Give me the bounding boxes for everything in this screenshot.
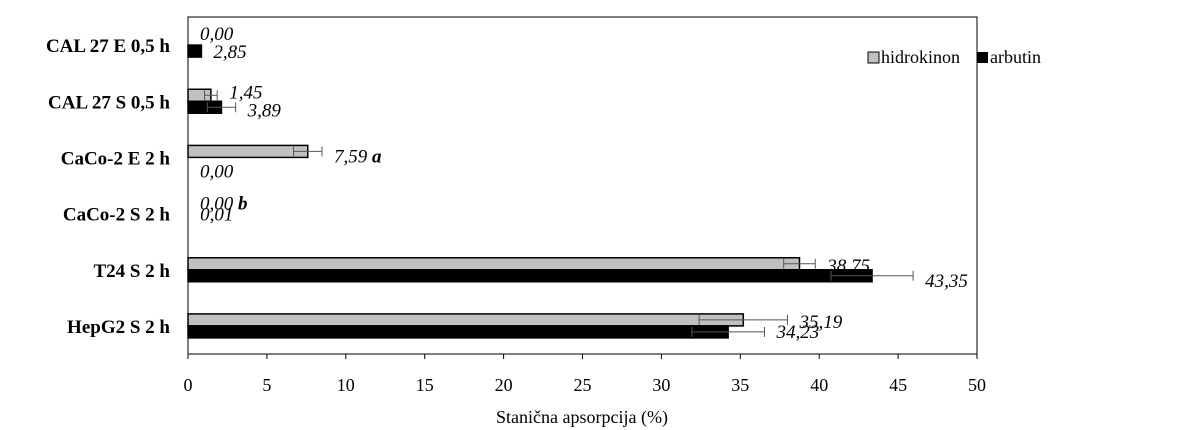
category-label: CaCo-2 S 2 h	[63, 205, 171, 226]
bar-hidrokinon	[187, 144, 309, 159]
category-label: CAL 27 S 0,5 h	[48, 92, 170, 113]
bar-arbutin	[187, 269, 873, 283]
data-label-arbutin: 0,01	[200, 205, 233, 226]
data-label-arbutin: 43,35	[925, 271, 968, 292]
x-axis-ticks: 0 5 10 15 20 25 30 35 40 45 50	[184, 354, 986, 395]
x-tick-label: 5	[262, 375, 271, 395]
bars-layer: 0,002,851,453,897,59 a0,000,00 b0,0138,7…	[187, 24, 968, 343]
x-tick-label: 35	[731, 375, 749, 395]
legend-swatch-hidrokinon	[867, 51, 880, 64]
category-label: CAL 27 E 0,5 h	[46, 36, 170, 57]
legend-swatch-arbutin	[977, 52, 988, 63]
data-label-hidrokinon: 7,59 a	[334, 146, 382, 167]
bar-arbutin	[187, 44, 203, 58]
legend-label-hidrokinon: hidrokinon	[881, 47, 960, 67]
category-label: CaCo-2 E 2 h	[61, 148, 171, 169]
x-tick-label: 15	[416, 375, 434, 395]
bar-arbutin	[187, 325, 729, 339]
bar-hidrokinon	[187, 257, 801, 271]
x-tick-label: 25	[574, 375, 592, 395]
data-label-arbutin: 0,00	[200, 161, 234, 182]
data-label-hidrokinon: 0,00	[200, 24, 234, 45]
legend-label-arbutin: arbutin	[990, 47, 1041, 67]
data-label-hidrokinon: 1,45	[229, 82, 262, 103]
category-labels: CAL 27 E 0,5 h CAL 27 S 0,5 h CaCo-2 E 2 h…	[46, 36, 170, 338]
data-label-arbutin: 3,89	[247, 100, 282, 121]
category-label: HepG2 S 2 h	[67, 317, 170, 338]
x-tick-label: 50	[968, 375, 986, 395]
bar-hidrokinon	[187, 313, 745, 327]
x-tick-label: 45	[889, 375, 907, 395]
data-label-arbutin: 34,23	[775, 322, 819, 343]
x-tick-label: 10	[337, 375, 355, 395]
category-label: T24 S 2 h	[93, 261, 170, 282]
data-label-hidrokinon: 0,00 b	[200, 194, 248, 215]
data-label-arbutin: 2,85	[213, 42, 246, 63]
x-tick-label: 0	[184, 375, 193, 395]
x-tick-label: 20	[495, 375, 513, 395]
plot-frame	[187, 16, 978, 355]
x-tick-label: 30	[652, 375, 670, 395]
x-axis-title: Stanična apsorpcija (%)	[496, 407, 668, 428]
legend: hidrokinon arbutin	[867, 47, 1041, 67]
x-tick-label: 40	[810, 375, 828, 395]
data-label-hidrokinon: 35,19	[798, 312, 842, 333]
